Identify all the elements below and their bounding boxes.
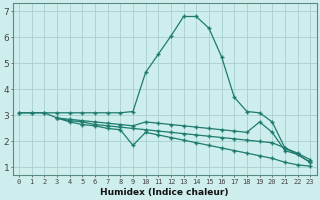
X-axis label: Humidex (Indice chaleur): Humidex (Indice chaleur) xyxy=(100,188,229,197)
